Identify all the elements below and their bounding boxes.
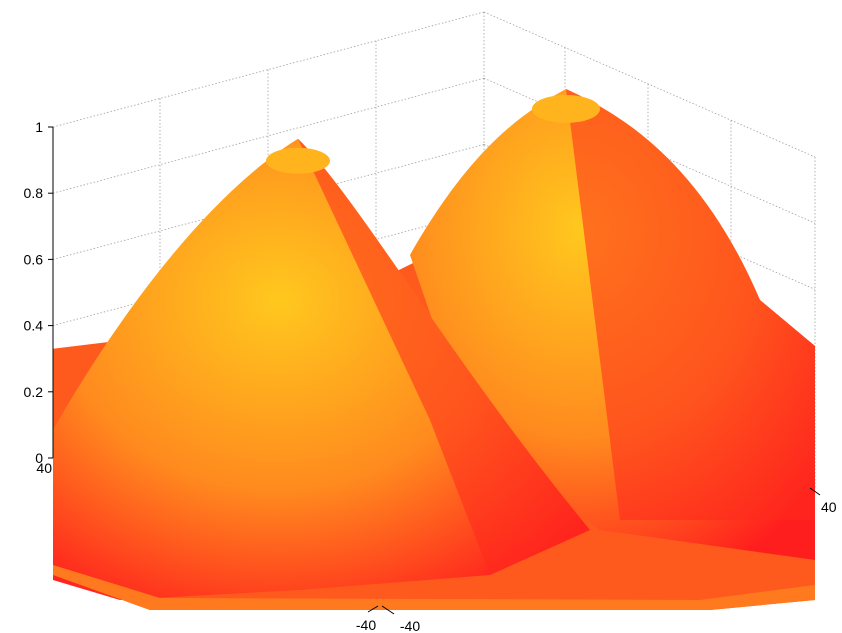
surface-peak-right-cap (532, 95, 600, 123)
z-tick-label: 0.8 (24, 185, 44, 201)
surface-front-skirt (53, 565, 815, 610)
z-tick-label: 1 (35, 119, 43, 135)
z-tick-label: 0.6 (24, 251, 44, 267)
grid-line-left-wall (52, 210, 485, 326)
tick-labels: 0 0.2 0.4 0.6 0.8 1 40 -40 -40 40 (24, 119, 837, 633)
y-tick-mark (381, 605, 395, 615)
z-axis (48, 126, 821, 615)
grid-line-left-wall (52, 11, 485, 128)
surface (53, 89, 815, 610)
grid-line-left-wall (52, 144, 485, 260)
surface-peak-left-cap (266, 147, 330, 174)
y-tick-label: 40 (821, 499, 837, 515)
x-tick-mark (809, 487, 821, 496)
x-tick-label: -40 (356, 617, 376, 633)
z-tick-label: 0.4 (24, 318, 44, 334)
x-tick-label: 40 (36, 460, 52, 476)
grid-line-right-wall (483, 11, 816, 158)
z-tick-label: 0 (35, 450, 43, 466)
surface-peak-right-shade (566, 89, 815, 520)
y-tick-label: -40 (400, 618, 420, 633)
z-tick-label: 0.2 (24, 384, 44, 400)
surface-peak-left-shade (298, 138, 590, 576)
x-tick-mark (367, 605, 379, 613)
grid-line-left-wall (52, 77, 485, 194)
